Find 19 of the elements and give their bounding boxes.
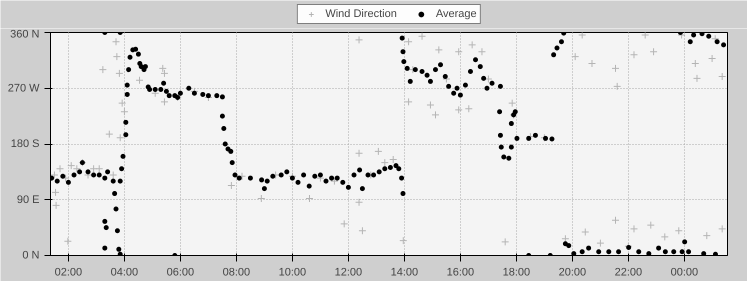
x-tick-label: 16:00 [446,266,474,278]
x-tick-label: 10:00 [278,266,306,278]
x-tick-label: 14:00 [390,266,418,278]
x-tick-label: 08:00 [222,266,250,278]
y-tick-label: 360 N [10,28,40,40]
x-tick-label: 02:00 [54,266,82,278]
x-tick-label: 18:00 [502,266,530,278]
y-tick-label: 270 W [8,82,40,94]
x-tick-label: 04:00 [110,266,138,278]
y-tick-label: 90 E [16,194,40,206]
x-tick-label: 06:00 [166,266,194,278]
legend-label: Average [436,8,477,20]
y-tick-label: 0 N [22,250,40,262]
x-tick-label: 12:00 [334,266,362,278]
y-tick-label: 180 S [10,138,40,150]
x-tick-label: 20:00 [558,266,586,278]
x-tick-label: 22:00 [614,266,642,278]
x-tick-label: 00:00 [670,266,698,278]
legend-label: Wind Direction [325,8,397,20]
